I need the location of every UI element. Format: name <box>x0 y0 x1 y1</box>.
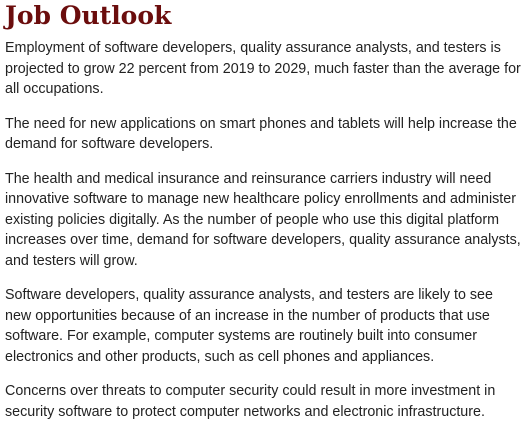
paragraph-employment-growth: Employment of software developers, quali… <box>5 40 521 97</box>
page-title: Job Outlook <box>5 1 172 30</box>
paragraph-computer-security: Concerns over threats to computer securi… <box>5 383 496 420</box>
paragraph-healthcare: The health and medical insurance and rei… <box>5 170 521 269</box>
paragraph-consumer-electronics: Software developers, quality assurance a… <box>5 287 493 365</box>
paragraph-mobile-apps: The need for new applications on smart p… <box>5 115 517 153</box>
article-body: Employment of software developers, quali… <box>5 38 523 422</box>
